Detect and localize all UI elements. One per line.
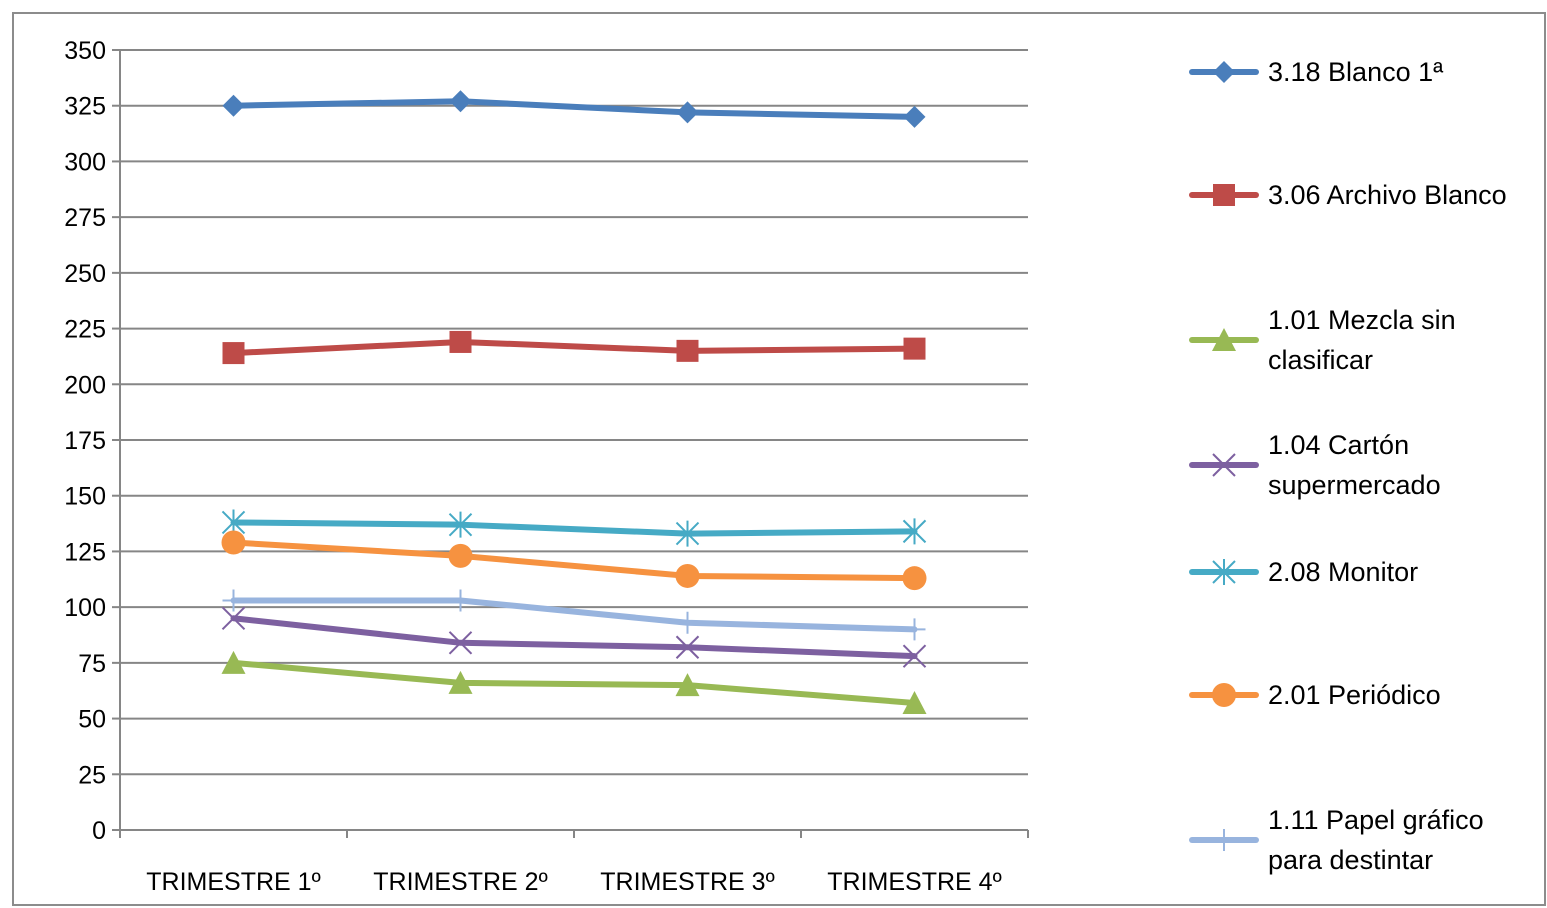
legend-label: 2.01 Periódico xyxy=(1268,680,1441,710)
data-point-marker xyxy=(448,670,473,694)
legend-marker xyxy=(1212,683,1236,707)
y-tick-label: 75 xyxy=(78,650,106,678)
legend-marker xyxy=(1213,184,1235,206)
data-point-marker xyxy=(902,566,927,591)
series-line-6 xyxy=(230,539,918,582)
legend-label: 1.11 Papel gráfico xyxy=(1268,805,1484,835)
legend-marker xyxy=(1213,61,1235,83)
data-point-marker xyxy=(448,511,473,538)
data-point-marker xyxy=(449,90,472,113)
data-point-marker xyxy=(675,520,700,547)
y-tick-label: 225 xyxy=(64,316,106,344)
legend-label: para destintar xyxy=(1268,845,1433,875)
y-tick-label: 100 xyxy=(64,594,106,622)
y-tick-label: 25 xyxy=(78,761,106,789)
series-line-3 xyxy=(230,659,918,706)
legend-marker xyxy=(1213,829,1235,851)
y-tick-label: 150 xyxy=(64,483,106,511)
series-line-4 xyxy=(230,615,918,660)
data-point-marker xyxy=(903,105,926,128)
data-point-marker xyxy=(221,650,246,674)
data-point-marker xyxy=(221,606,246,630)
x-tick-label: TRIMESTRE 4º xyxy=(827,868,1001,896)
data-point-marker xyxy=(675,635,700,659)
legend-marker xyxy=(1212,453,1236,477)
data-point-marker xyxy=(903,337,926,360)
y-tick-label: 125 xyxy=(64,538,106,566)
y-tick-label: 175 xyxy=(64,427,106,455)
legend-label: 1.01 Mezcla sin xyxy=(1268,305,1456,335)
legend-label: 3.06 Archivo Blanco xyxy=(1268,180,1507,210)
data-point-marker xyxy=(449,589,472,612)
legend-label: 3.18 Blanco 1ª xyxy=(1268,57,1444,87)
series-line-5 xyxy=(230,519,918,537)
data-point-marker xyxy=(222,589,245,612)
series-line-1 xyxy=(230,98,918,120)
data-point-marker xyxy=(222,342,245,365)
y-tick-label: 300 xyxy=(64,148,106,176)
data-point-marker xyxy=(676,101,699,124)
data-point-marker xyxy=(222,94,245,117)
data-point-marker xyxy=(676,611,699,634)
data-point-marker xyxy=(448,543,473,568)
data-point-marker xyxy=(448,631,473,655)
data-point-marker xyxy=(676,339,699,362)
data-point-marker xyxy=(221,530,246,555)
data-point-marker xyxy=(449,330,472,353)
y-tick-label: 275 xyxy=(64,204,106,232)
legend-marker xyxy=(1212,328,1236,351)
x-tick-label: TRIMESTRE 3º xyxy=(600,868,774,896)
y-tick-label: 50 xyxy=(78,706,106,734)
series-line-7 xyxy=(230,597,918,633)
y-tick-label: 0 xyxy=(92,817,106,845)
legend-label: clasificar xyxy=(1268,345,1373,375)
data-point-marker xyxy=(902,690,927,714)
y-tick-label: 250 xyxy=(64,260,106,288)
x-tick-label: TRIMESTRE 1º xyxy=(146,868,320,896)
legend-label: 1.04 Cartón xyxy=(1268,430,1409,460)
y-tick-label: 325 xyxy=(64,93,106,121)
data-point-marker xyxy=(675,673,700,697)
series-line-2 xyxy=(230,338,918,357)
y-tick-label: 200 xyxy=(64,371,106,399)
y-tick-label: 350 xyxy=(64,37,106,65)
legend-marker xyxy=(1212,559,1236,585)
data-point-marker xyxy=(675,563,700,588)
data-point-marker xyxy=(903,618,926,641)
data-point-marker xyxy=(902,518,927,545)
legend-label: 2.08 Monitor xyxy=(1268,557,1418,587)
data-point-marker xyxy=(902,644,927,668)
legend-label: supermercado xyxy=(1268,470,1441,500)
x-tick-label: TRIMESTRE 2º xyxy=(373,868,547,896)
